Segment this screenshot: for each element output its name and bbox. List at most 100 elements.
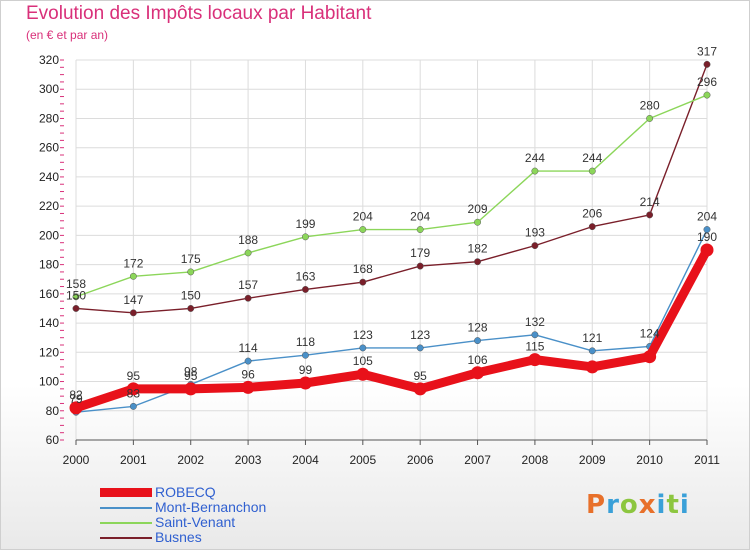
data-label: 182 [468, 242, 488, 256]
data-point [588, 223, 596, 231]
data-point [474, 258, 481, 266]
series-lines [69, 60, 714, 416]
legend-swatch [100, 488, 152, 497]
data-label: 128 [468, 321, 488, 335]
data-point [129, 309, 137, 317]
data-label: 199 [295, 217, 315, 231]
data-label: 206 [582, 207, 602, 221]
data-point [474, 337, 481, 345]
data-label: 150 [181, 288, 201, 302]
logo-letter: t [666, 490, 680, 520]
data-label: 99 [299, 363, 313, 377]
logo-letter: o [619, 490, 639, 520]
x-tick-label: 2008 [522, 453, 549, 467]
data-label: 158 [66, 277, 86, 291]
data-label: 190 [697, 230, 717, 244]
x-tick-label: 2010 [636, 453, 663, 467]
y-tick-label: 180 [39, 258, 59, 272]
data-label: 82 [69, 388, 83, 402]
data-label: 95 [414, 369, 428, 383]
data-label: 95 [184, 369, 198, 383]
data-point [241, 380, 255, 394]
legend: ROBECQ Mont-Bernanchon Saint-Venant Busn… [100, 485, 360, 545]
data-point [244, 249, 252, 257]
data-label: 179 [410, 246, 430, 260]
y-tick-label: 160 [39, 287, 59, 301]
data-point [302, 351, 309, 359]
data-label: 204 [697, 210, 717, 224]
data-label: 115 [525, 340, 544, 354]
data-point [416, 344, 424, 352]
x-tick-label: 2001 [120, 453, 147, 467]
series-line-busnes [75, 63, 708, 314]
y-tick-label: 280 [39, 111, 59, 125]
data-label: 150 [66, 288, 86, 302]
data-label: 83 [127, 386, 141, 400]
data-point [585, 360, 599, 374]
data-point [126, 382, 140, 396]
data-point [69, 401, 83, 415]
x-tick-label: 2005 [349, 453, 376, 467]
data-label: 188 [238, 233, 258, 247]
data-point [700, 243, 714, 257]
data-point [416, 262, 424, 270]
x-tick-label: 2007 [464, 453, 491, 467]
data-point [643, 350, 657, 364]
data-label: 244 [582, 151, 602, 165]
data-point [413, 382, 427, 396]
data-label: 157 [238, 278, 258, 292]
data-label: 96 [241, 367, 255, 381]
legend-label: Mont-Bernanchon [155, 499, 267, 515]
data-point [356, 367, 370, 381]
x-tick-label: 2011 [694, 453, 720, 467]
x-tick-label: 2000 [63, 453, 90, 467]
data-point [359, 344, 367, 352]
chart-subtitle: (en € et par an) [26, 28, 109, 42]
y-tick-label: 120 [39, 345, 59, 359]
y-tick-label: 320 [39, 53, 59, 67]
logo-letter: r [606, 490, 620, 520]
legend-item-busnes[interactable]: Busnes [100, 530, 360, 545]
data-point [703, 60, 711, 68]
series-line-robecq [71, 245, 712, 413]
legend-item-saint-venant[interactable]: Saint-Venant [100, 515, 360, 530]
data-point [703, 91, 711, 99]
y-tick-label: 80 [46, 404, 60, 418]
data-label: 163 [295, 269, 315, 283]
data-label: 114 [239, 341, 258, 355]
x-tick-label: 2002 [177, 453, 204, 467]
data-point [129, 402, 137, 410]
data-label: 123 [410, 328, 430, 342]
legend-item-mont-bernanchon[interactable]: Mont-Bernanchon [100, 500, 360, 515]
data-label: 214 [640, 195, 660, 209]
data-point [72, 305, 80, 312]
data-point [244, 357, 252, 365]
data-point [531, 331, 539, 339]
data-point [359, 278, 367, 286]
data-labels: 82 95 95 96 99 105 95 106 115 190 79 83 98 114 118 123 1… [66, 44, 717, 406]
proxiti-logo: Proxiti [586, 490, 690, 520]
data-point [531, 242, 539, 250]
series-line-saint-venant [75, 94, 708, 298]
data-label: 296 [697, 75, 717, 89]
data-label: 204 [353, 210, 373, 224]
data-point [72, 293, 80, 301]
data-label: 175 [181, 252, 201, 266]
data-label: 193 [525, 226, 545, 240]
logo-letter: i [679, 490, 690, 520]
data-point [703, 226, 711, 233]
x-tick-label: 2004 [292, 453, 319, 467]
x-tick-label: 2003 [235, 453, 262, 467]
data-point [646, 115, 654, 122]
legend-item-robecq[interactable]: ROBECQ [100, 485, 360, 500]
data-point [588, 167, 596, 175]
data-label: 132 [525, 315, 545, 329]
data-point [187, 305, 195, 312]
data-label: 172 [123, 256, 143, 270]
data-point [187, 268, 195, 276]
data-point [359, 226, 367, 233]
data-label: 79 [69, 392, 83, 406]
y-tick-label: 220 [39, 199, 59, 213]
